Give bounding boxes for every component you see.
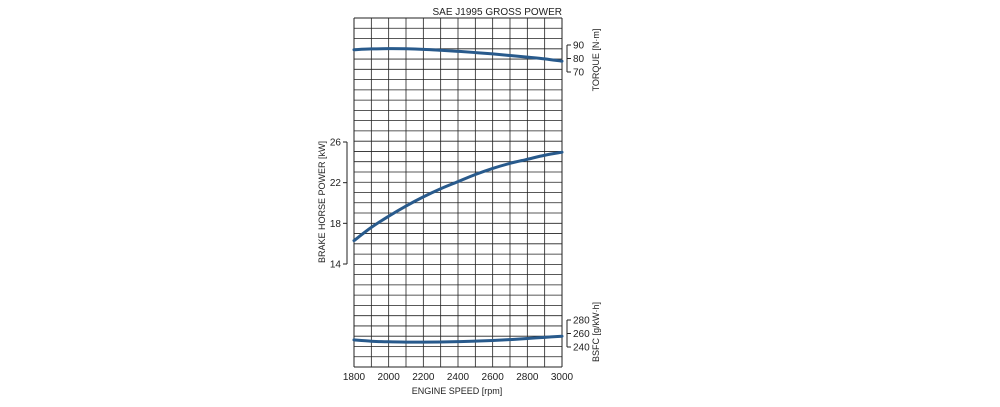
x-tick-label: 2800 (516, 372, 539, 383)
power-axis-label: BRAKE HORSE POWER [kW] (317, 141, 327, 263)
x-tick-label: 3000 (551, 372, 574, 383)
torque-curve (352, 47, 564, 63)
bsfc-tick-label: 240 (573, 343, 590, 354)
power-tick-label: 18 (330, 219, 342, 230)
x-tick-label: 2400 (447, 372, 470, 383)
torque-axis-label: TORQUE [N·m] (591, 29, 601, 92)
bsfc-axis-label: BSFC [g/kW·h] (591, 302, 601, 362)
x-tick-label: 1800 (343, 372, 366, 383)
power-curve (352, 150, 564, 243)
torque-tick-label: 80 (573, 54, 585, 65)
torque-tick-label: 70 (573, 68, 585, 79)
chart-ticks: 1800 2000 2200 2400 2600 2800 3000 14 18 22 26 70 80… (330, 41, 590, 384)
power-tick-label: 26 (330, 138, 342, 149)
x-tick-label: 2600 (482, 372, 505, 383)
bsfc-tick-label: 260 (573, 329, 590, 340)
power-tick-label: 14 (330, 260, 342, 271)
x-tick-label: 2200 (412, 372, 435, 383)
x-tick-label: 2000 (378, 372, 401, 383)
power-tick-label: 22 (330, 178, 342, 189)
chart-title: SAE J1995 GROSS POWER (433, 7, 563, 18)
chart-grid (353, 17, 563, 368)
torque-tick-label: 90 (573, 41, 585, 52)
bsfc-tick-label: 280 (573, 316, 590, 327)
x-axis-label: ENGINE SPEED [rpm] (412, 386, 503, 396)
chart-series (352, 47, 564, 344)
bsfc-curve (352, 334, 564, 344)
